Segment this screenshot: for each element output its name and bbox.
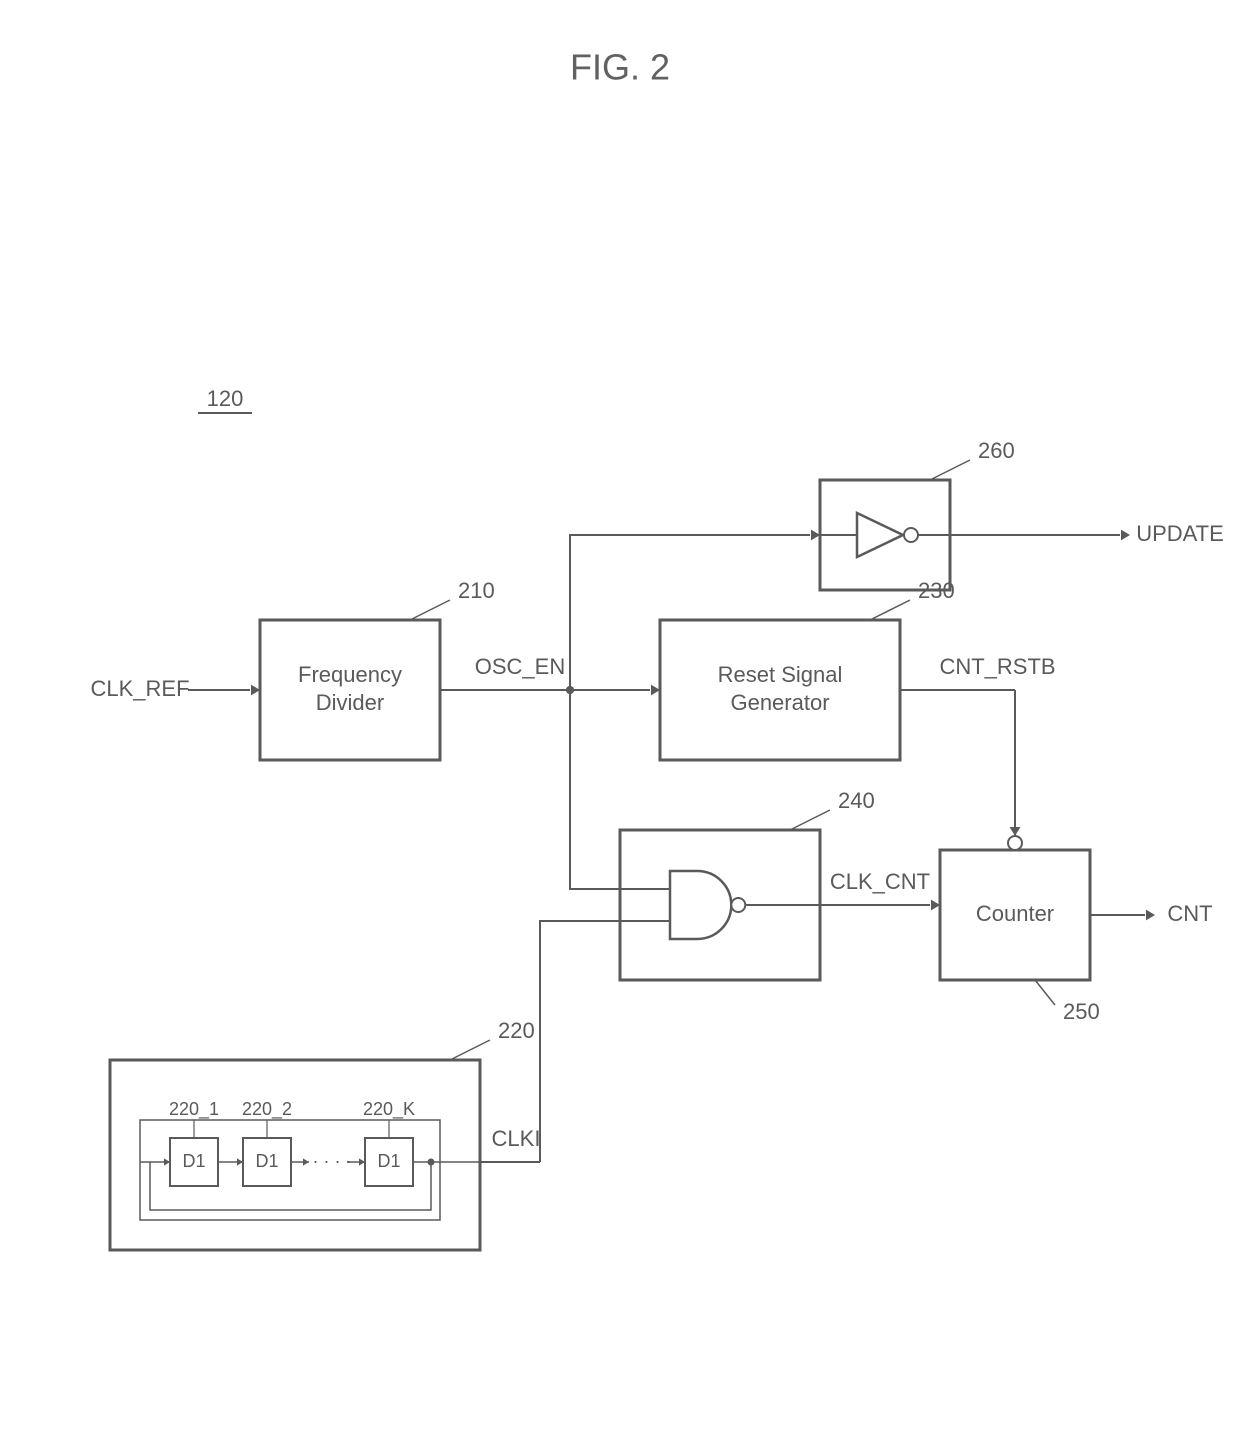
inverter-ref: 260 xyxy=(978,438,1015,463)
clki-label: CLKI xyxy=(492,1126,541,1151)
osc-en-label: OSC_EN xyxy=(475,654,565,679)
counter-label: Counter xyxy=(976,901,1054,926)
counter-ref: 250 xyxy=(1063,999,1100,1024)
ring-osc-ref: 220 xyxy=(498,1018,535,1043)
update-label: UPDATE xyxy=(1136,521,1224,546)
delay-cell-ref: 220_K xyxy=(363,1099,415,1120)
figure-title: FIG. 2 xyxy=(570,47,670,88)
cnt-rstb-label: CNT_RSTB xyxy=(939,654,1055,679)
reset-gen-label: Reset Signal xyxy=(718,662,843,687)
freq-divider-ref: 210 xyxy=(458,578,495,603)
freq-divider-label: Divider xyxy=(316,690,384,715)
reset-gen-ref: 230 xyxy=(918,578,955,603)
delay-cell-ref: 220_2 xyxy=(242,1099,292,1120)
reset-gen-label: Generator xyxy=(730,690,829,715)
delay-cell-label: D1 xyxy=(182,1151,205,1171)
clk-ref-label: CLK_REF xyxy=(90,676,189,701)
nand-ref: 240 xyxy=(838,788,875,813)
clk-cnt-label: CLK_CNT xyxy=(830,869,930,894)
freq-divider-label: Frequency xyxy=(298,662,402,687)
cnt-label: CNT xyxy=(1167,901,1212,926)
canvas-bg xyxy=(0,0,1240,1447)
delay-cell-label: D1 xyxy=(377,1151,400,1171)
figure-ref: 120 xyxy=(207,386,244,411)
ellipsis: · · · · xyxy=(313,1151,352,1171)
delay-cell-ref: 220_1 xyxy=(169,1099,219,1120)
delay-cell-label: D1 xyxy=(255,1151,278,1171)
